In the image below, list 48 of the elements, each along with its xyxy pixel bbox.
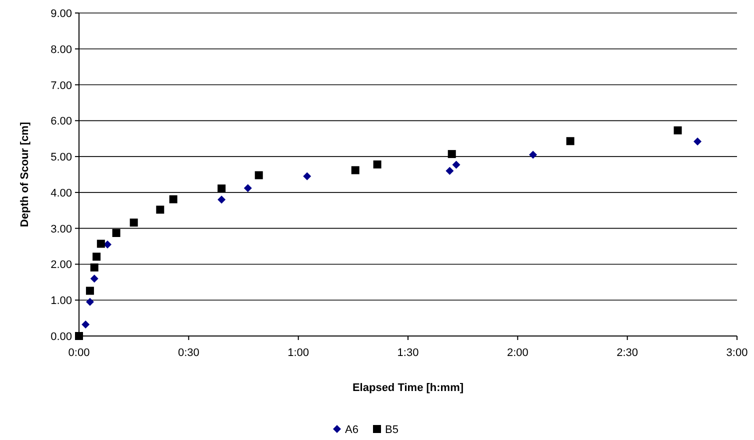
y-axis-title: Depth of Scour [cm] [19,122,31,228]
x-tick-label: 0:30 [178,347,200,359]
point [75,332,83,340]
point [448,150,456,158]
point [218,196,226,204]
y-tick-label: 2.00 [50,259,72,272]
point [156,206,164,214]
point [244,184,252,192]
point [446,166,454,175]
x-tick-label: 2:30 [616,347,638,359]
y-tick-label: 1.00 [50,295,72,308]
point [351,166,360,174]
point [694,137,702,146]
point [86,286,94,295]
point [130,218,138,227]
legend-label: A6 [345,424,358,436]
x-tick-label: 3:00 [726,347,748,359]
point [566,137,574,146]
x-tick-label: 1:00 [288,347,310,359]
point [674,126,682,134]
y-tick-label: 3.00 [50,223,72,236]
point [104,240,112,248]
y-tick-label: 8.00 [50,44,72,56]
x-tick-label: 2:00 [506,347,528,359]
point [169,195,178,204]
point [86,298,94,306]
point [112,229,120,237]
point [90,263,98,272]
x-tick-label: 1:30 [397,347,419,359]
x-tick-label: 0:00 [68,347,90,359]
point [452,160,460,169]
point [90,274,98,283]
point [218,184,226,192]
point [373,160,382,168]
point [529,150,538,159]
y-tick-label: 7.00 [50,80,72,92]
point [254,171,263,180]
y-tick-label: 6.00 [50,116,72,128]
legend-label: B5 [385,424,398,436]
point [303,172,312,180]
point [82,320,90,329]
y-tick-label: 4.00 [50,187,72,200]
y-tick-label: 9.00 [50,8,72,20]
point [92,252,101,261]
y-tick-label: 0.00 [50,331,72,343]
point [96,240,105,248]
x-axis-title: Elapsed Time [h:mm] [352,382,464,394]
y-tick-label: 5.00 [50,152,72,164]
